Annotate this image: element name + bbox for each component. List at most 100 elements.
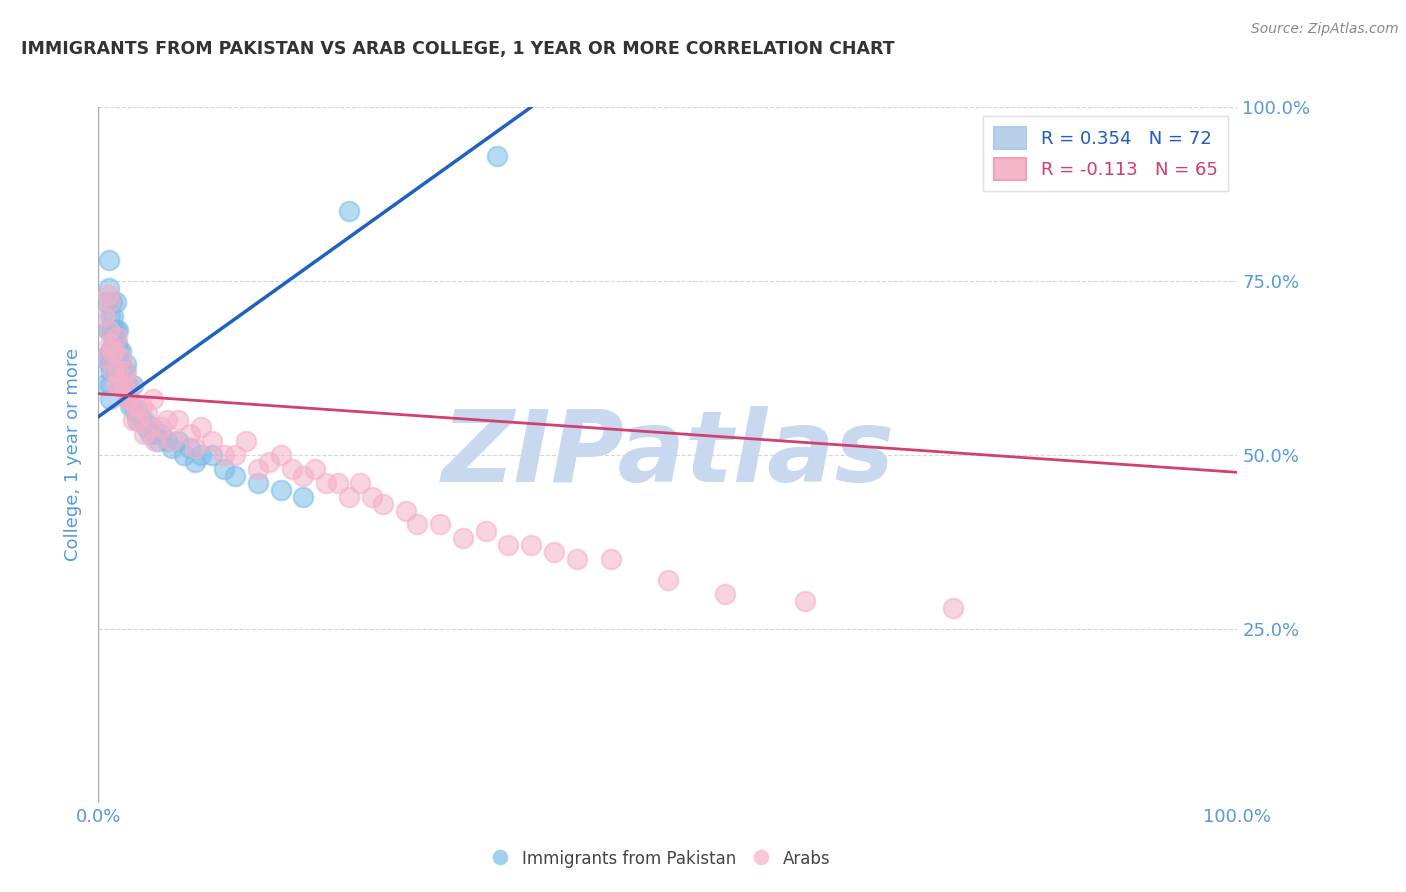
Point <box>167 413 190 427</box>
Point <box>349 475 371 490</box>
Point <box>125 399 148 413</box>
Point <box>110 343 132 358</box>
Legend: R = 0.354   N = 72, R = -0.113   N = 65: R = 0.354 N = 72, R = -0.113 N = 65 <box>983 116 1229 191</box>
Point <box>173 448 195 462</box>
Point <box>127 413 149 427</box>
Point <box>224 448 246 462</box>
Point <box>120 378 142 392</box>
Point <box>96 351 118 365</box>
Point <box>337 204 360 219</box>
Point <box>136 406 159 420</box>
Point <box>125 406 148 420</box>
Point <box>184 441 207 455</box>
Point <box>103 336 125 351</box>
Point <box>115 392 138 407</box>
Point <box>101 323 124 337</box>
Point <box>474 524 496 539</box>
Point <box>451 532 474 546</box>
Point <box>108 378 131 392</box>
Point <box>146 434 169 448</box>
Point <box>337 490 360 504</box>
Point <box>714 587 737 601</box>
Point <box>98 309 121 323</box>
Point <box>246 475 269 490</box>
Point <box>120 399 142 413</box>
Point <box>105 329 128 343</box>
Point <box>942 601 965 615</box>
Point <box>270 483 292 497</box>
Point <box>107 323 129 337</box>
Point <box>98 364 121 378</box>
Point <box>270 448 292 462</box>
Point <box>98 378 121 392</box>
Point <box>259 455 281 469</box>
Point <box>600 552 623 566</box>
Point <box>103 364 125 378</box>
Point <box>103 323 125 337</box>
Point <box>395 503 418 517</box>
Point <box>97 281 120 295</box>
Point <box>108 378 131 392</box>
Point <box>486 149 509 163</box>
Point <box>184 455 207 469</box>
Point <box>138 427 160 442</box>
Point <box>406 517 429 532</box>
Point <box>127 413 149 427</box>
Point <box>565 552 588 566</box>
Point <box>138 420 160 434</box>
Point <box>132 427 155 442</box>
Point <box>98 343 121 358</box>
Point <box>97 323 120 337</box>
Text: IMMIGRANTS FROM PAKISTAN VS ARAB COLLEGE, 1 YEAR OR MORE CORRELATION CHART: IMMIGRANTS FROM PAKISTAN VS ARAB COLLEGE… <box>21 40 894 58</box>
Point <box>132 413 155 427</box>
Text: Source: ZipAtlas.com: Source: ZipAtlas.com <box>1251 22 1399 37</box>
Point <box>93 378 115 392</box>
Point <box>657 573 679 587</box>
Point <box>112 378 135 392</box>
Point <box>201 448 224 462</box>
Point <box>292 490 315 504</box>
Point <box>212 462 235 476</box>
Point <box>118 392 141 407</box>
Point <box>142 392 165 407</box>
Point <box>162 434 184 448</box>
Point <box>101 343 124 358</box>
Point <box>371 497 394 511</box>
Point <box>145 434 167 448</box>
Point <box>111 364 134 378</box>
Point <box>96 294 118 309</box>
Point <box>98 294 121 309</box>
Point <box>235 434 257 448</box>
Point <box>105 364 128 378</box>
Point <box>304 462 326 476</box>
Y-axis label: College, 1 year or more: College, 1 year or more <box>65 349 83 561</box>
Point <box>131 399 153 413</box>
Point <box>98 323 121 337</box>
Point <box>98 358 121 372</box>
Point <box>162 441 184 455</box>
Point <box>201 434 224 448</box>
Point <box>326 475 349 490</box>
Point <box>104 351 127 365</box>
Point <box>360 490 382 504</box>
Point <box>101 294 124 309</box>
Point <box>179 441 201 455</box>
Point <box>156 434 179 448</box>
Point <box>103 309 125 323</box>
Point <box>190 420 212 434</box>
Point <box>96 351 118 365</box>
Point <box>520 538 543 552</box>
Point <box>292 468 315 483</box>
Point <box>108 358 131 372</box>
Point <box>96 323 118 337</box>
Point <box>103 343 125 358</box>
Point <box>93 309 115 323</box>
Point <box>110 371 132 385</box>
Point <box>114 364 136 378</box>
Point <box>98 294 121 309</box>
Point <box>127 406 149 420</box>
Point <box>104 378 127 392</box>
Point <box>96 288 118 302</box>
Point <box>793 594 815 608</box>
Point <box>498 538 520 552</box>
